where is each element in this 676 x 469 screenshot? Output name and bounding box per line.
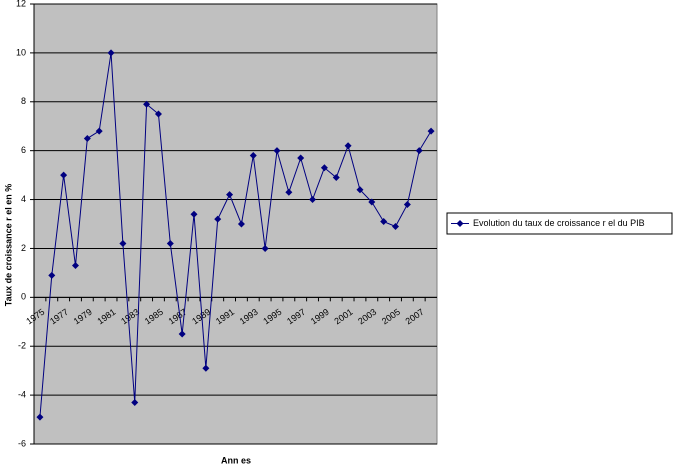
y-axis-title: Taux de croissance r el en %: [3, 184, 13, 306]
marker: [356, 186, 364, 194]
marker: [214, 215, 222, 223]
y-tick-label: 8: [21, 96, 26, 106]
marker: [119, 240, 127, 248]
marker: [237, 220, 245, 228]
marker: [320, 164, 328, 172]
y-tick-label: 4: [21, 194, 26, 204]
marker: [83, 134, 91, 142]
marker: [427, 127, 435, 135]
y-tick-label: 12: [16, 0, 26, 8]
marker: [297, 154, 305, 162]
marker: [249, 152, 257, 160]
legend-marker: [456, 220, 464, 227]
marker: [202, 364, 210, 372]
x-axis-title: Ann es: [221, 455, 251, 465]
legend-box: [446, 212, 673, 235]
y-tick-label: 6: [21, 145, 26, 155]
series-line: [39, 52, 432, 418]
marker: [107, 49, 115, 57]
marker: [95, 127, 103, 135]
marker: [392, 222, 400, 230]
y-tick-label: -4: [18, 389, 26, 399]
legend-label: Evolution du taux de croissance r el du …: [473, 218, 645, 228]
y-tick-label: 0: [21, 292, 26, 302]
marker: [190, 210, 198, 218]
marker: [380, 218, 388, 226]
marker: [309, 196, 317, 204]
marker: [60, 171, 68, 179]
marker: [403, 200, 411, 208]
marker: [344, 142, 352, 150]
marker: [131, 398, 139, 406]
marker: [154, 110, 162, 118]
marker: [415, 147, 423, 155]
marker: [285, 188, 293, 196]
marker: [273, 147, 281, 155]
marker: [36, 413, 44, 421]
y-tick-label: 2: [21, 243, 26, 253]
y-tick-label: -2: [18, 341, 26, 351]
marker: [332, 174, 340, 182]
marker: [48, 271, 56, 279]
y-tick-label: 10: [16, 47, 26, 57]
marker: [71, 262, 79, 270]
marker: [261, 244, 269, 252]
marker: [166, 240, 174, 248]
marker: [178, 330, 186, 338]
marker: [368, 198, 376, 206]
y-tick-label: -6: [18, 438, 26, 448]
marker: [143, 100, 151, 108]
plot-area: [33, 3, 438, 445]
marker: [226, 191, 234, 199]
